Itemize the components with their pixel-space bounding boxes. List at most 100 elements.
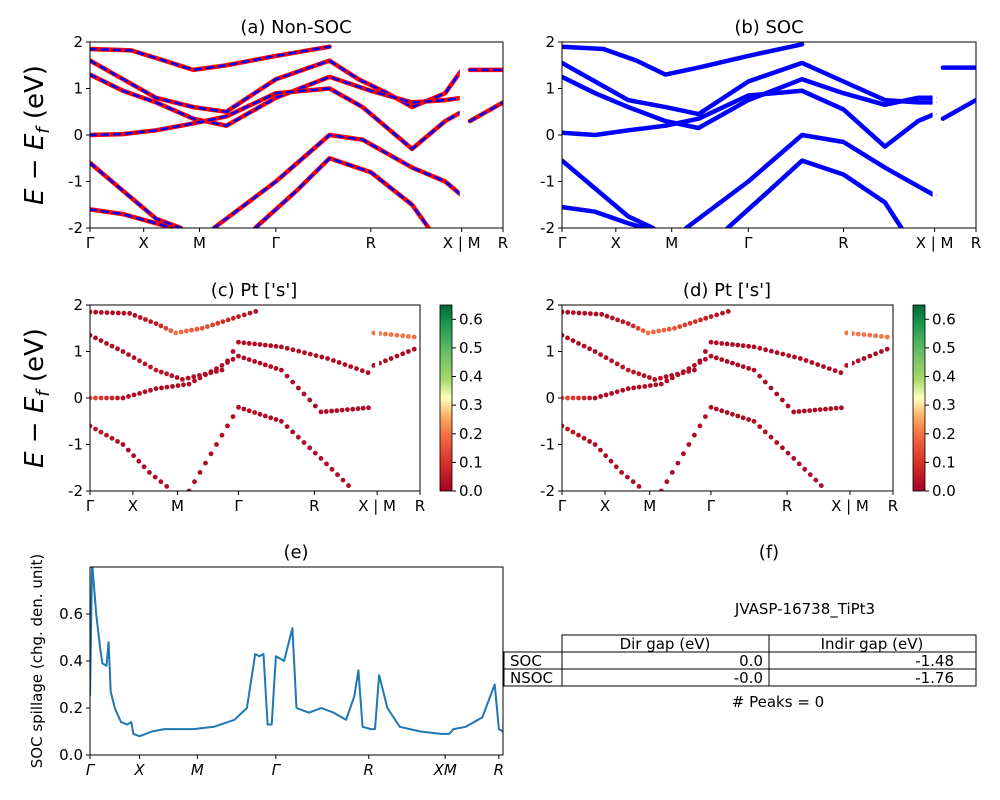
panel-e-title: (e): [283, 542, 308, 563]
band-point: [730, 342, 735, 347]
colorbar-tick-label: 0.4: [459, 368, 483, 386]
band-point: [104, 310, 110, 315]
band-point: [371, 363, 377, 368]
band-point: [703, 315, 709, 321]
band-point: [279, 344, 284, 350]
band-line: [940, 97, 976, 121]
band-point: [598, 352, 603, 357]
panel-f-peaks: # Peaks = 0: [732, 693, 824, 711]
band-point: [698, 317, 703, 323]
band-point: [686, 366, 692, 371]
band-point: [609, 391, 614, 396]
band-point: [651, 329, 656, 335]
band-point: [592, 442, 598, 447]
band-point: [762, 379, 768, 385]
xtick-label: X | M: [358, 497, 396, 515]
ytick-label: -1: [540, 436, 555, 454]
panel-e: (e) SOC spillage (chg. den. unit) 0.0 0.2…: [28, 542, 504, 779]
band-point: [186, 488, 192, 491]
xtick-label: M: [191, 761, 204, 779]
band-point: [884, 346, 890, 352]
band-point: [675, 372, 681, 378]
xtick-label: R: [888, 497, 898, 515]
band-point: [562, 332, 565, 338]
band-point: [296, 348, 302, 354]
band-point: [400, 351, 406, 357]
band-line: [562, 88, 937, 149]
band-point: [307, 397, 313, 403]
band-point: [104, 432, 109, 438]
band-point: [371, 330, 377, 336]
band-point: [635, 325, 641, 331]
band-point: [774, 391, 780, 397]
xtick-label: X: [600, 497, 610, 515]
band-point: [323, 409, 329, 414]
band-point: [746, 343, 751, 349]
band-point: [631, 385, 637, 391]
band-point: [131, 355, 137, 361]
band-point: [180, 377, 185, 382]
band-point: [570, 395, 576, 401]
band-point: [98, 395, 104, 401]
band-point: [873, 333, 878, 339]
band-point: [658, 375, 663, 381]
band-point: [136, 458, 142, 464]
panel-a-title: (a) Non-SOC: [240, 17, 351, 38]
band-point: [613, 464, 619, 470]
panel-d-plot: -2 -1 0 1 2 Γ X M Γ R X | M R: [540, 296, 898, 515]
band-point: [236, 314, 241, 319]
band-point: [345, 407, 350, 412]
band-point: [653, 382, 659, 388]
band-point: [110, 310, 115, 316]
band-point: [273, 417, 279, 422]
panel-d-title: (d) Pt ['s']: [683, 280, 771, 301]
band-point: [366, 405, 371, 411]
band-point: [796, 409, 802, 414]
band-point: [334, 408, 340, 413]
colorbar-tick-label: 0.4: [932, 368, 956, 386]
band-point: [692, 363, 697, 368]
band-point: [813, 477, 819, 483]
band-point: [406, 334, 411, 339]
band-point: [339, 407, 345, 413]
band-point: [120, 349, 126, 354]
band-point: [230, 414, 236, 419]
band-point: [692, 432, 697, 438]
band-point: [675, 460, 681, 466]
band-point: [780, 351, 786, 357]
band-point: [153, 367, 159, 373]
band-line: [90, 161, 183, 228]
band-point: [724, 410, 730, 415]
colorbar-gradient: [912, 304, 926, 492]
band-point: [159, 385, 164, 391]
band-point: [93, 335, 98, 341]
band-point: [647, 383, 653, 388]
band-point: [355, 406, 361, 412]
band-point: [801, 408, 807, 414]
panel-e-plot: 0.00.20.40.6Γ X M Γ R XM R: [59, 567, 504, 779]
band-point: [796, 461, 802, 467]
xtick-label: X | M: [916, 234, 954, 252]
band-point: [746, 417, 751, 422]
colorbar-tick-label: 0.6: [459, 310, 483, 328]
band-point: [98, 338, 104, 343]
band-point: [873, 351, 878, 357]
table-row-nsoc-dir: -0.0: [734, 669, 763, 687]
band-point: [236, 339, 241, 345]
band-point: [296, 434, 301, 440]
band-point: [225, 360, 230, 365]
xtick-label: Γ: [272, 761, 282, 779]
band-point: [365, 370, 371, 376]
band-point: [247, 310, 253, 316]
band-point: [763, 347, 768, 353]
band-point: [354, 366, 359, 371]
band-point: [185, 375, 191, 381]
band-point: [708, 339, 714, 345]
band-point: [768, 434, 774, 440]
band-point: [215, 320, 221, 326]
band-point: [93, 309, 99, 315]
xtick-label: Γ: [558, 234, 567, 252]
band-point: [178, 329, 184, 335]
band-point: [791, 456, 797, 461]
